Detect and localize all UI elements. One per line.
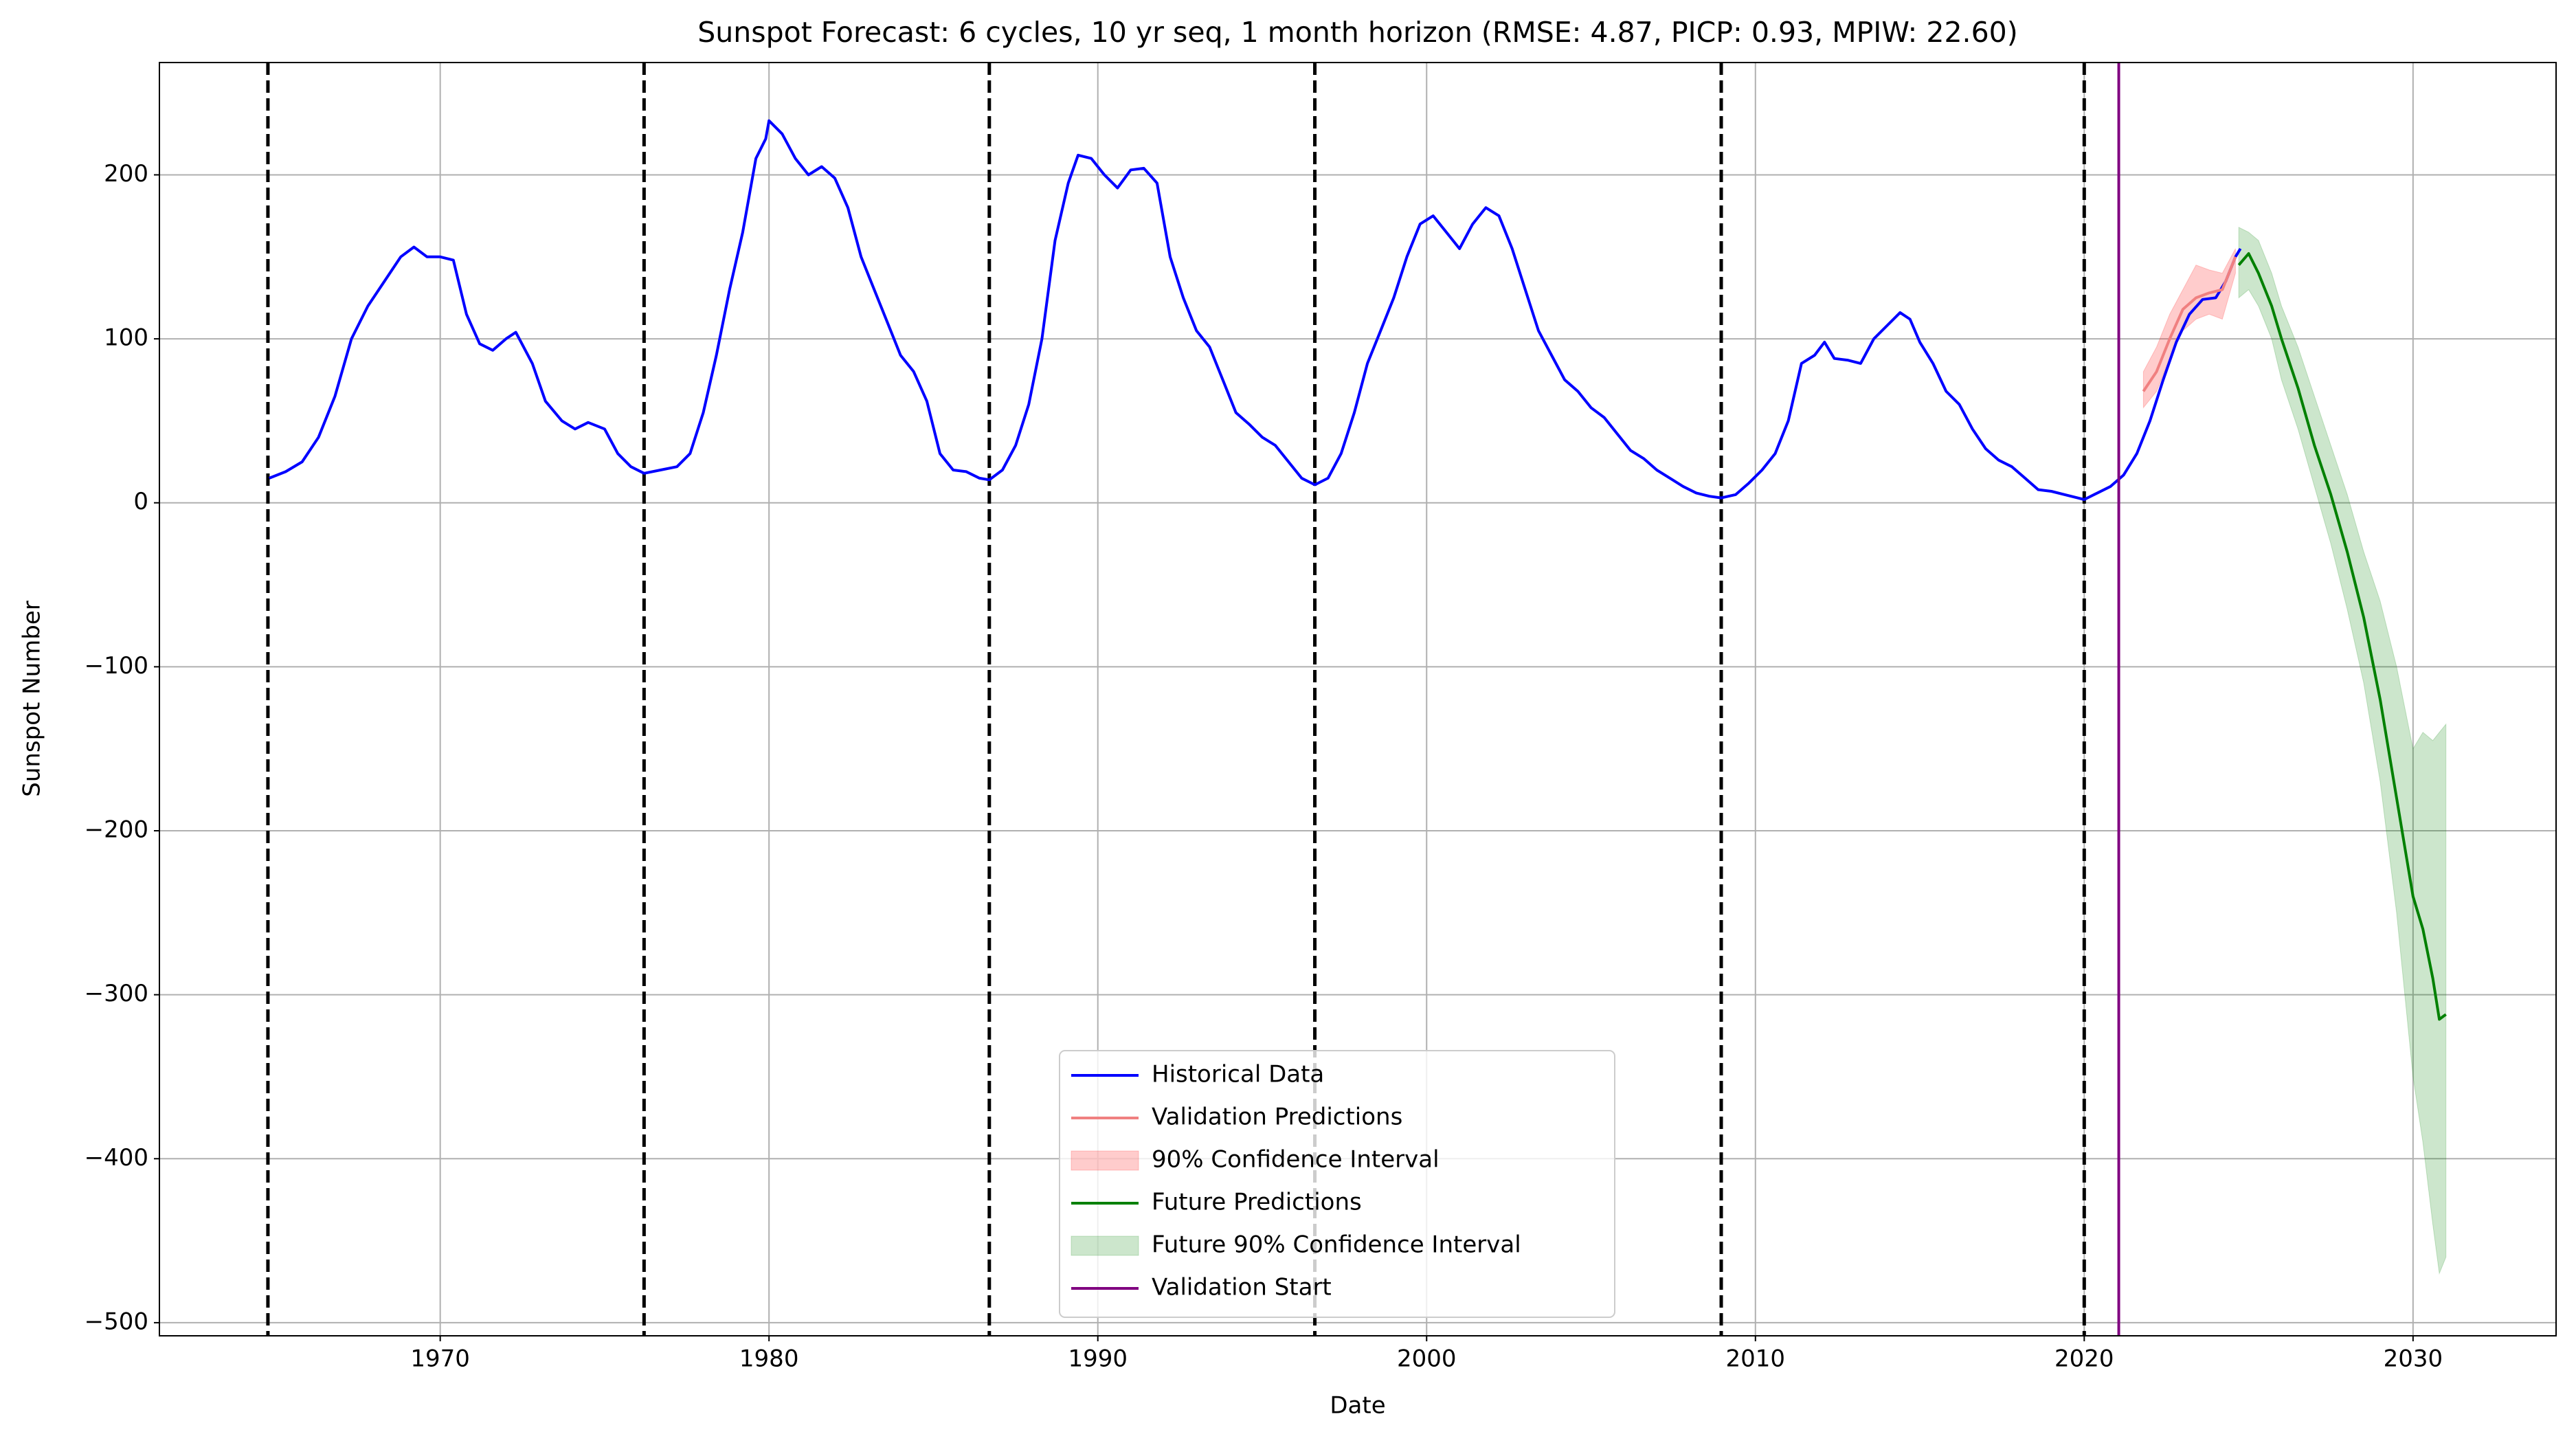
legend-label: Future Predictions	[1152, 1189, 1362, 1216]
x-axis-label: Date	[1330, 1392, 1385, 1420]
legend-label: Validation Start	[1152, 1274, 1332, 1301]
y-tick-label: −400	[85, 1144, 148, 1172]
x-tick-label: 1990	[1068, 1345, 1128, 1373]
legend: Historical Data Validation Predictions 90%…	[1059, 1050, 1615, 1318]
legend-swatch	[1071, 1150, 1139, 1171]
confidence-band	[2238, 226, 2447, 1275]
plot-frame	[159, 62, 2557, 1336]
legend-box	[1059, 1050, 1615, 1318]
legend-label: 90% Confidence Interval	[1152, 1146, 1440, 1174]
x-tick-label: 2020	[2054, 1345, 2114, 1373]
legend-label: Historical Data	[1152, 1061, 1324, 1088]
y-tick-label: −500	[85, 1308, 148, 1335]
y-tick-label: 200	[104, 160, 148, 188]
series-line	[269, 119, 2242, 501]
y-tick-label: 0	[133, 488, 148, 515]
y-tick-label: 100	[104, 324, 148, 352]
x-tick-label: 1970	[410, 1345, 470, 1373]
series-line	[2142, 256, 2237, 392]
legend-swatch	[1071, 1235, 1139, 1256]
x-tick-label: 2010	[1726, 1345, 1786, 1373]
y-tick-label: −100	[85, 652, 148, 680]
series-line	[2237, 252, 2447, 1021]
chart-title: Sunspot Forecast: 6 cycles, 10 yr seq, 1…	[697, 16, 2018, 49]
y-axis-label: Sunspot Number	[19, 601, 46, 797]
x-tick-label: 2030	[2384, 1345, 2443, 1373]
confidence-band	[2142, 248, 2236, 409]
y-tick-label: −300	[85, 980, 148, 1007]
y-tick-label: −200	[85, 816, 148, 844]
x-tick-label: 2000	[1397, 1345, 1457, 1373]
x-tick-label: 1980	[739, 1345, 799, 1373]
legend-label: Future 90% Confidence Interval	[1152, 1231, 1521, 1259]
legend-label: Validation Predictions	[1152, 1104, 1402, 1131]
